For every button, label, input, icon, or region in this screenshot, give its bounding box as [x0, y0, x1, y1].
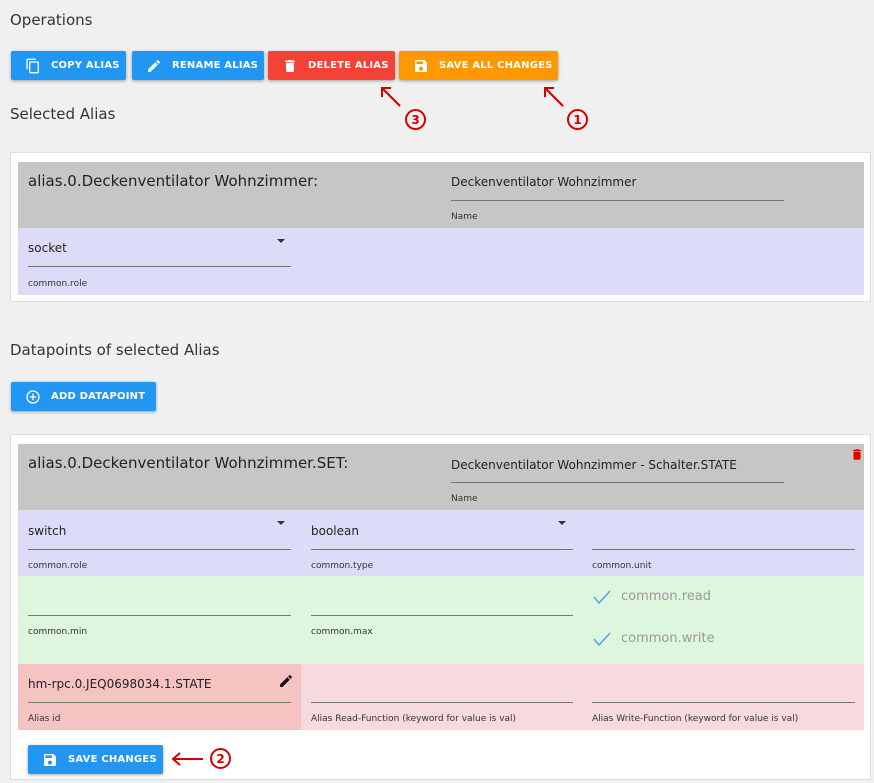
alias-id-cell [18, 664, 301, 730]
save-all-changes-label: SAVE ALL CHANGES [439, 60, 553, 71]
datapoint-max-label: common.max [311, 627, 373, 637]
annotation-number-1: 1 [567, 109, 588, 130]
write-check-icon[interactable] [592, 630, 612, 648]
copy-icon [26, 58, 39, 73]
datapoints-title: Datapoints of selected Alias [10, 341, 220, 359]
delete-datapoint-icon[interactable] [850, 446, 864, 463]
delete-alias-label: DELETE ALIAS [308, 60, 389, 71]
alias-id-input[interactable]: hm-rpc.0.JEQ0698034.1.STATE [28, 677, 212, 691]
datapoint-name-underline [451, 482, 784, 483]
annotation-number-2: 2 [210, 748, 231, 769]
datapoint-id-text: alias.0.Deckenventilator Wohnzimmer.SET: [28, 454, 349, 472]
alias-id-label: Alias id [28, 714, 61, 724]
read-function-label: Alias Read-Function (keyword for value i… [311, 714, 517, 724]
rename-alias-button[interactable]: RENAME ALIAS [132, 51, 264, 80]
chevron-down-icon[interactable] [277, 521, 285, 525]
selected-alias-title: Selected Alias [10, 105, 116, 123]
datapoint-type-label: common.type [311, 561, 374, 571]
datapoint-role-underline [28, 549, 291, 550]
add-circle-icon [26, 389, 40, 404]
save-changes-label: SAVE CHANGES [68, 754, 157, 765]
annotation-arrow-2 [171, 752, 203, 766]
datapoint-role-label: common.role [28, 561, 88, 571]
datapoint-min-label: common.min [28, 627, 88, 637]
chevron-down-icon[interactable] [277, 239, 285, 243]
write-function-label: Alias Write-Function (keyword for value … [592, 714, 799, 724]
alias-id-underline [28, 702, 291, 703]
alias-role-select[interactable]: socket [28, 241, 67, 255]
alias-name-input[interactable]: Deckenventilator Wohnzimmer [451, 175, 637, 189]
write-checkbox-label: common.write [621, 631, 715, 646]
operations-title: Operations [10, 11, 93, 29]
datapoint-min-underline [28, 615, 291, 616]
selected-alias-card: alias.0.Deckenventilator Wohnzimmer: Dec… [10, 152, 871, 302]
alias-role-row: socket common.role [18, 228, 864, 295]
datapoint-card: alias.0.Deckenventilator Wohnzimmer.SET:… [10, 434, 871, 780]
delete-alias-button[interactable]: DELETE ALIAS [268, 51, 395, 80]
alias-role-underline [28, 266, 291, 267]
annotation-arrow-1 [544, 87, 564, 107]
datapoint-unit-underline [592, 549, 855, 550]
alias-role-label: common.role [28, 279, 88, 289]
alias-id-text: alias.0.Deckenventilator Wohnzimmer: [28, 172, 319, 190]
alias-header-row: alias.0.Deckenventilator Wohnzimmer: Dec… [18, 162, 864, 228]
datapoint-name-input[interactable]: Deckenventilator Wohnzimmer - Schalter.S… [451, 458, 737, 472]
copy-alias-label: COPY ALIAS [51, 60, 120, 71]
annotation-number-3: 3 [405, 109, 426, 130]
datapoint-role-row: switch common.role boolean common.type c… [18, 510, 864, 576]
datapoint-type-select[interactable]: boolean [311, 524, 359, 538]
rename-alias-label: RENAME ALIAS [172, 60, 259, 71]
alias-name-label: Name [451, 212, 478, 222]
datapoint-role-select[interactable]: switch [28, 524, 67, 538]
datapoint-header-row: alias.0.Deckenventilator Wohnzimmer.SET:… [18, 444, 864, 510]
save-icon [44, 753, 56, 766]
copy-alias-button[interactable]: COPY ALIAS [11, 51, 126, 80]
add-datapoint-label: ADD DATAPOINT [51, 391, 146, 402]
datapoint-range-row: common.min common.max common.read common… [18, 576, 864, 664]
save-icon [415, 59, 427, 72]
edit-id-pencil-icon[interactable] [278, 673, 294, 689]
chevron-down-icon[interactable] [558, 521, 566, 525]
save-changes-button[interactable]: SAVE CHANGES [28, 745, 163, 774]
alias-name-underline [451, 200, 784, 201]
pencil-icon [148, 59, 161, 72]
datapoint-type-underline [311, 549, 573, 550]
read-check-icon[interactable] [592, 588, 612, 606]
write-function-underline[interactable] [592, 702, 855, 703]
datapoint-name-label: Name [451, 494, 478, 504]
annotation-arrow-3 [381, 87, 401, 107]
add-datapoint-button[interactable]: ADD DATAPOINT [11, 382, 156, 411]
save-all-changes-button[interactable]: SAVE ALL CHANGES [399, 51, 558, 80]
trash-icon [285, 59, 295, 72]
read-checkbox-label: common.read [621, 589, 712, 604]
datapoint-id-row: hm-rpc.0.JEQ0698034.1.STATE Alias id Ali… [18, 664, 864, 730]
datapoint-unit-label: common.unit [592, 561, 652, 571]
datapoint-max-underline [311, 615, 573, 616]
read-function-underline[interactable] [311, 702, 573, 703]
